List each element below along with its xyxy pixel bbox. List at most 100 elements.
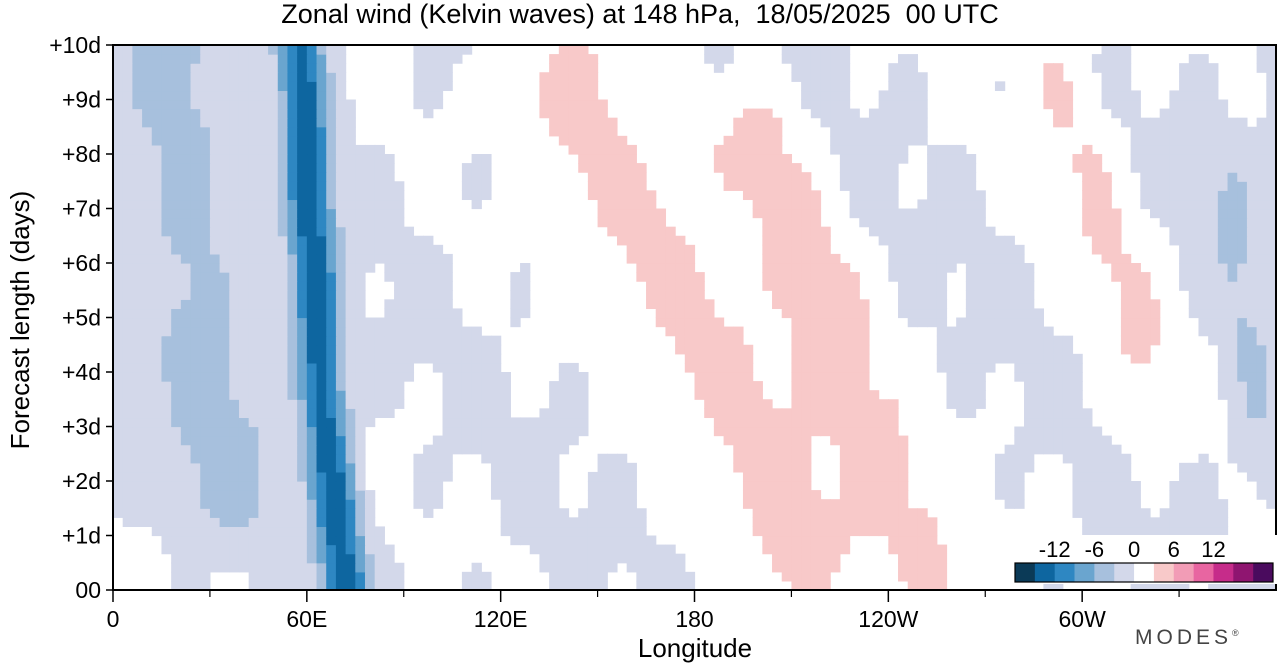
heatmap-cell xyxy=(345,163,356,173)
heatmap-cell xyxy=(219,81,230,92)
heatmap-cell xyxy=(113,90,124,101)
heatmap-cell xyxy=(801,535,812,546)
heatmap-cell xyxy=(277,299,289,310)
heatmap-cell xyxy=(132,390,143,400)
heatmap-cell xyxy=(209,263,221,273)
heatmap-cell xyxy=(1256,390,1267,400)
heatmap-cell xyxy=(1024,417,1035,428)
heatmap-cell xyxy=(1111,81,1122,92)
heatmap-cell xyxy=(1091,154,1103,164)
heatmap-cell xyxy=(151,308,163,319)
heatmap-cell xyxy=(1169,580,1180,591)
heatmap-cell xyxy=(432,435,444,446)
heatmap-cell xyxy=(1091,471,1103,482)
heatmap-cell xyxy=(258,326,269,337)
heatmap-cell xyxy=(636,508,647,518)
heatmap-cell xyxy=(287,263,298,273)
heatmap-cell xyxy=(781,290,793,300)
heatmap-cell xyxy=(1188,181,1200,191)
heatmap-cell xyxy=(936,317,948,328)
heatmap-cell xyxy=(151,326,163,337)
heatmap-cell xyxy=(1150,517,1161,528)
heatmap-cell xyxy=(568,517,579,528)
heatmap-cell xyxy=(1111,481,1122,491)
heatmap-cell xyxy=(917,317,928,328)
heatmap-cell xyxy=(917,272,928,282)
heatmap-cell xyxy=(238,90,250,101)
heatmap-cell xyxy=(345,381,356,391)
heatmap-cell xyxy=(917,217,928,228)
heatmap-cell xyxy=(122,481,133,491)
heatmap-cell xyxy=(306,453,318,464)
heatmap-cell xyxy=(345,244,356,255)
heatmap-cell xyxy=(646,272,657,282)
heatmap-cell xyxy=(578,144,589,155)
heatmap-cell xyxy=(801,508,812,518)
heatmap-cell xyxy=(646,244,657,255)
heatmap-cell xyxy=(975,326,986,337)
heatmap-cell xyxy=(655,272,667,282)
heatmap-cell xyxy=(200,63,211,73)
heatmap-cell xyxy=(209,462,221,473)
heatmap-cell xyxy=(859,490,870,500)
heatmap-cell xyxy=(442,253,453,264)
heatmap-cell xyxy=(684,263,696,273)
heatmap-cell xyxy=(1130,299,1141,310)
heatmap-cell xyxy=(238,526,250,537)
heatmap-cell xyxy=(1150,154,1161,164)
heatmap-cell xyxy=(898,299,909,310)
heatmap-cell xyxy=(1150,126,1161,137)
heatmap-cell xyxy=(762,408,773,419)
heatmap-cell xyxy=(616,163,628,173)
heatmap-cell xyxy=(238,544,250,555)
heatmap-cell xyxy=(1198,244,1209,255)
heatmap-cell xyxy=(1237,117,1248,128)
heatmap-cell xyxy=(665,272,676,282)
heatmap-cell xyxy=(1091,54,1103,64)
heatmap-cell xyxy=(394,381,405,391)
heatmap-cell xyxy=(248,390,259,400)
heatmap-cell xyxy=(568,117,579,128)
heatmap-cell xyxy=(578,45,589,55)
heatmap-cell xyxy=(306,508,318,518)
heatmap-cell xyxy=(151,226,163,237)
heatmap-cell xyxy=(529,481,541,491)
heatmap-cell xyxy=(965,390,977,400)
heatmap-cell xyxy=(355,208,366,219)
heatmap-cell xyxy=(1179,135,1190,146)
heatmap-cell xyxy=(306,126,318,137)
heatmap-cell xyxy=(898,99,909,110)
heatmap-cell xyxy=(452,353,463,364)
heatmap-cell xyxy=(849,353,860,364)
heatmap-cell xyxy=(471,181,482,191)
heatmap-cell xyxy=(287,408,298,419)
heatmap-cell xyxy=(742,417,754,428)
heatmap-cell xyxy=(888,462,899,473)
heatmap-cell xyxy=(432,290,444,300)
heatmap-cell xyxy=(859,126,870,137)
heatmap-cell xyxy=(132,253,143,264)
heatmap-cell xyxy=(888,163,899,173)
heatmap-cell xyxy=(801,408,812,419)
heatmap-cell xyxy=(587,544,599,555)
heatmap-cell xyxy=(171,154,182,164)
heatmap-cell xyxy=(1188,290,1200,300)
heatmap-cell xyxy=(1130,144,1141,155)
heatmap-cell xyxy=(335,426,347,437)
heatmap-cell xyxy=(839,45,851,55)
heatmap-cell xyxy=(171,54,182,64)
heatmap-cell xyxy=(335,126,347,137)
heatmap-cell xyxy=(510,471,521,482)
heatmap-cell xyxy=(849,526,860,537)
heatmap-cell xyxy=(335,544,347,555)
heatmap-cell xyxy=(190,299,201,310)
heatmap-cell xyxy=(1024,308,1035,319)
heatmap-cell xyxy=(229,135,240,146)
heatmap-cell xyxy=(142,63,153,73)
heatmap-cell xyxy=(335,462,347,473)
heatmap-cell xyxy=(578,81,589,92)
heatmap-cell xyxy=(238,399,250,409)
heatmap-cell xyxy=(335,253,347,264)
heatmap-cell xyxy=(209,281,221,291)
heatmap-cell xyxy=(355,471,366,482)
